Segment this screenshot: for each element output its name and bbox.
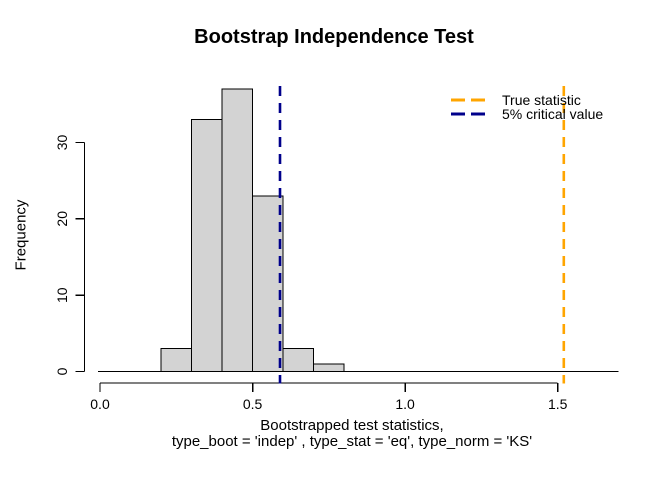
histogram-bar [221, 88, 254, 373]
legend-key-true-statistic [451, 98, 489, 102]
x-axis-label-line2: type_boot = 'indep' , type_stat = 'eq', … [171, 432, 533, 450]
y-tick-label: 0 [54, 367, 70, 375]
histogram-bar [282, 347, 315, 373]
histogram-bar [312, 363, 345, 373]
legend-key-critical-value [451, 112, 489, 115]
y-tick-label: 30 [54, 135, 70, 151]
histogram-bar [160, 347, 193, 373]
y-tick-label: 20 [54, 211, 70, 227]
x-axis-label: Bootstrapped test statistics, type_boot … [84, 418, 620, 449]
legend-entry-true-statistic: True statistic [450, 92, 581, 108]
legend-entry-critical-value: 5% critical value [450, 105, 604, 122]
x-tick-label: 0.0 [90, 396, 110, 412]
x-tick-label: 1.0 [395, 396, 415, 412]
histogram-bar [251, 195, 284, 373]
y-tick-label: 10 [54, 287, 70, 303]
legend-label-true-statistic: True statistic [502, 92, 581, 108]
histogram-bar [190, 118, 223, 373]
x-axis-label-line1: Bootstrapped test statistics, [260, 417, 444, 434]
y-axis-label: Frequency [12, 199, 30, 271]
chart-title: Bootstrap Independence Test [194, 26, 474, 48]
x-tick-label: 1.5 [548, 396, 568, 412]
legend-label-critical-value: 5% critical value [502, 105, 604, 122]
x-tick-label: 0.5 [243, 396, 263, 412]
